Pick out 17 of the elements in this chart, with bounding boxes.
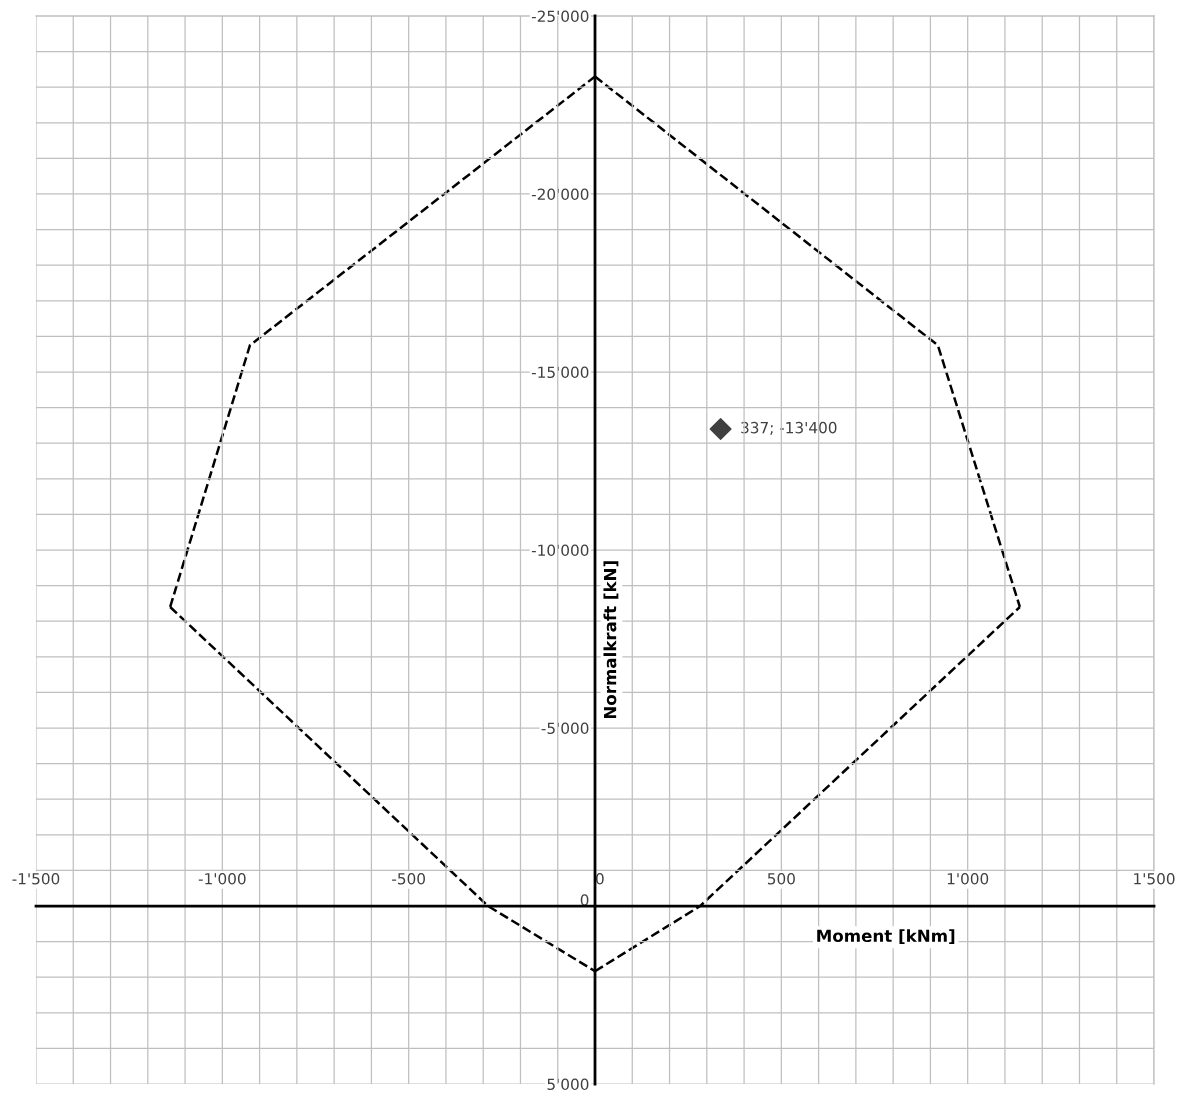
y-tick-label: -5'000: [541, 722, 589, 735]
y-tick-label: -10'000: [531, 544, 589, 557]
x-tick-label: 1'500: [1134, 872, 1175, 885]
y-tick-label: -25'000: [531, 10, 589, 23]
y-tick-label: 5'000: [547, 1078, 589, 1091]
x-tick-label: -1'000: [198, 872, 246, 885]
y-tick-label: -15'000: [531, 366, 589, 379]
annotation: 337; -13'400: [741, 421, 837, 435]
y-axis-title: Normalkraft [kN]: [603, 561, 619, 719]
x-tick-label: 1'000: [947, 872, 989, 885]
x-tick-label: -1'500: [12, 872, 60, 885]
x-tick-label: 0: [596, 872, 604, 885]
y-tick-label: 0: [580, 894, 589, 906]
x-tick-label: 500: [767, 872, 795, 885]
x-tick-label: -500: [392, 872, 425, 885]
x-axis-title: Moment [kNm]: [817, 929, 955, 945]
y-tick-label: -20'000: [531, 188, 589, 201]
